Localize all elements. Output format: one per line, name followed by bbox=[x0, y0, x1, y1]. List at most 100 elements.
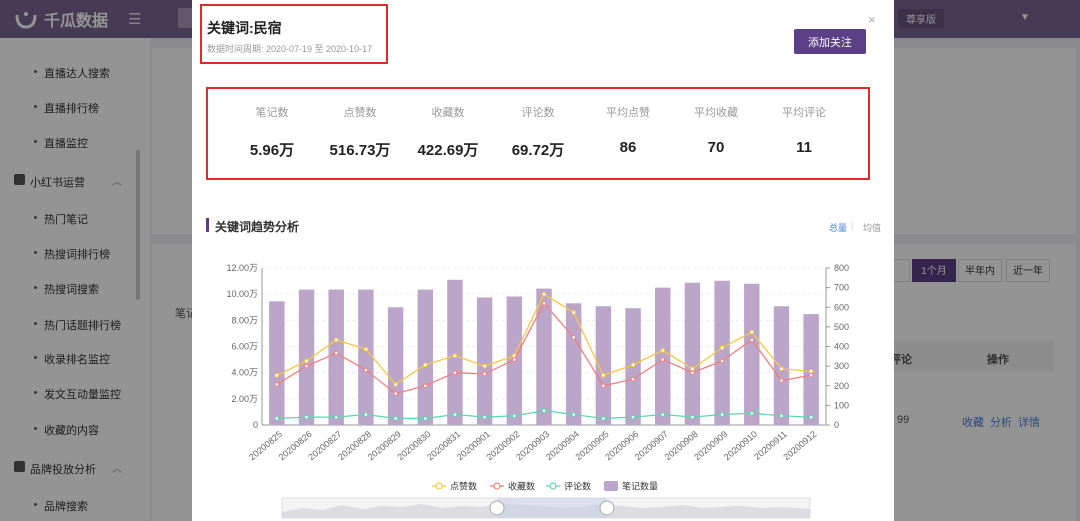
data-point bbox=[779, 413, 784, 419]
sidebar-scrollbar[interactable] bbox=[136, 150, 140, 300]
y-left-tick: 4.00万 bbox=[231, 368, 258, 378]
row-detail-link[interactable]: 详情 bbox=[1018, 417, 1040, 429]
data-point bbox=[452, 353, 458, 358]
tab-year[interactable]: 近一年 bbox=[1006, 259, 1050, 282]
toggle-average[interactable]: 均值 bbox=[863, 223, 882, 233]
data-point bbox=[660, 357, 666, 362]
data-point bbox=[422, 383, 428, 389]
y-right-tick: 200 bbox=[834, 381, 849, 391]
stat-label: 点赞数 bbox=[343, 107, 377, 119]
y-left-tick: 6.00万 bbox=[231, 342, 258, 352]
data-point bbox=[660, 412, 666, 417]
sidebar-item-label: 直播达人搜索 bbox=[44, 68, 110, 80]
data-point bbox=[749, 337, 755, 343]
chevron-down-icon[interactable]: ▼ bbox=[1020, 12, 1030, 23]
y-right-tick: 300 bbox=[834, 361, 849, 371]
data-point bbox=[719, 345, 725, 351]
menu-collapse-icon[interactable]: ☰ bbox=[128, 11, 142, 28]
legend-label: 点赞数 bbox=[450, 481, 477, 492]
bar-chart-icon bbox=[14, 461, 25, 472]
sidebar-item-label: 发文互动量监控 bbox=[44, 389, 121, 401]
data-point bbox=[690, 366, 695, 372]
data-point bbox=[363, 367, 369, 373]
col-header-comments: 评论 bbox=[890, 354, 912, 366]
bar bbox=[447, 279, 463, 425]
data-point bbox=[779, 366, 784, 372]
stat-label: 收藏数 bbox=[431, 107, 465, 119]
toggle-total[interactable]: 总量 bbox=[829, 223, 848, 233]
data-point bbox=[304, 358, 309, 364]
sidebar-item-label: 直播排行榜 bbox=[44, 103, 99, 115]
sidebar-item-label: 品牌搜索 bbox=[44, 501, 88, 513]
bar bbox=[328, 289, 344, 425]
bar bbox=[744, 283, 760, 425]
data-point bbox=[601, 416, 606, 421]
version-badge: 尊享版 bbox=[898, 9, 944, 28]
y-left-tick: 12.00万 bbox=[226, 263, 258, 273]
top-nav-chip[interactable] bbox=[178, 8, 196, 28]
data-point bbox=[482, 414, 487, 420]
sidebar-item-label: 热搜词排行榜 bbox=[44, 249, 110, 261]
sidebar-item-label: 收藏的内容 bbox=[44, 425, 99, 437]
y-left-tick: 10.00万 bbox=[226, 289, 258, 299]
col-header-actions: 操作 bbox=[987, 354, 1009, 366]
keyword-title: 关键词:民宿 bbox=[207, 20, 282, 36]
data-point bbox=[690, 414, 695, 420]
background-table-header bbox=[866, 340, 1054, 372]
y-left-tick: 8.00万 bbox=[231, 315, 258, 325]
data-point bbox=[601, 372, 606, 378]
data-point bbox=[363, 346, 369, 352]
toggle-separator: | bbox=[851, 220, 854, 230]
data-point bbox=[393, 382, 398, 387]
data-point bbox=[422, 362, 428, 368]
bullet-icon bbox=[34, 251, 37, 254]
y-right-tick: 700 bbox=[834, 283, 849, 293]
data-point bbox=[719, 358, 725, 364]
bar bbox=[387, 307, 404, 425]
stat-value: 5.96万 bbox=[249, 142, 295, 159]
stat-value: 86 bbox=[619, 139, 637, 156]
app-logo[interactable]: 千瓜数据 bbox=[14, 7, 108, 31]
xhs-icon bbox=[14, 174, 25, 185]
bar bbox=[655, 287, 671, 425]
sidebar-item-label: 热门笔记 bbox=[44, 214, 88, 226]
add-follow-button[interactable]: 添加关注 bbox=[794, 29, 866, 54]
background-left-label: 笔记 bbox=[175, 308, 197, 320]
bullet-icon bbox=[34, 105, 37, 108]
tab-1-month[interactable]: 1个月 bbox=[912, 259, 956, 282]
bar bbox=[536, 288, 552, 425]
tab-half-year[interactable]: 半年内 bbox=[958, 259, 1002, 282]
sidebar-group-label: 品牌投放分析 bbox=[30, 464, 96, 476]
data-point bbox=[749, 329, 755, 335]
data-point bbox=[601, 383, 606, 389]
legend-swatch bbox=[604, 481, 618, 491]
zoom-handle-right[interactable] bbox=[599, 500, 615, 516]
data-point bbox=[304, 363, 309, 369]
stat-value: 70 bbox=[707, 139, 725, 156]
chevron-up-icon: ︿ bbox=[112, 177, 122, 188]
stat-label: 平均收藏 bbox=[694, 107, 738, 119]
bar bbox=[714, 280, 730, 425]
bar bbox=[565, 303, 582, 425]
legend-marker bbox=[549, 482, 557, 490]
close-icon[interactable]: × bbox=[868, 12, 876, 27]
data-point bbox=[452, 370, 458, 375]
stat-value: 422.69万 bbox=[417, 142, 479, 159]
bar bbox=[417, 289, 433, 425]
y-right-tick: 800 bbox=[834, 263, 849, 273]
data-point bbox=[393, 416, 398, 421]
row-analyze-link[interactable]: 分析 bbox=[990, 417, 1012, 429]
stat-label: 平均点赞 bbox=[606, 107, 650, 119]
keyword-detail-modal: × 关键词:民宿 数据时间周期: 2020-07-19 至 2020-10-17… bbox=[192, 0, 894, 521]
y-right-tick: 100 bbox=[834, 400, 849, 410]
zoom-slider-window[interactable] bbox=[497, 498, 607, 518]
sidebar-item-label: 收录排名监控 bbox=[44, 354, 110, 366]
zoom-handle-left[interactable] bbox=[489, 500, 505, 516]
data-point bbox=[333, 337, 339, 343]
bullet-icon bbox=[34, 427, 37, 430]
row-favorite-link[interactable]: 收藏 bbox=[962, 417, 984, 429]
logo-icon bbox=[15, 12, 37, 29]
chevron-up-icon: ︿ bbox=[112, 464, 122, 475]
data-point bbox=[749, 410, 755, 416]
data-point bbox=[363, 412, 369, 417]
